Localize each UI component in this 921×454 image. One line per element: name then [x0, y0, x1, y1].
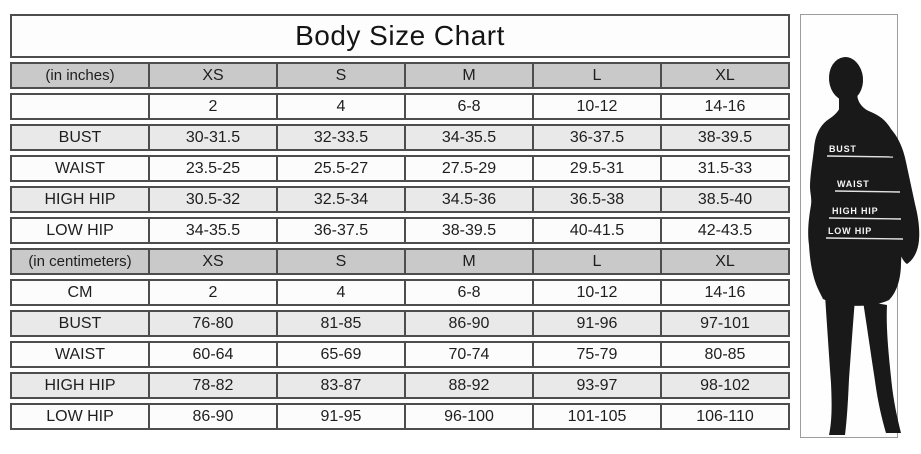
value-cell: 38-39.5	[406, 217, 534, 244]
size-header-cell: XS	[150, 248, 278, 275]
value-cell: 4	[278, 93, 406, 120]
value-cell: 30-31.5	[150, 124, 278, 151]
value-cell: 80-85	[662, 341, 790, 368]
value-cell: 81-85	[278, 310, 406, 337]
measurement-row: 2 4 6-8 10-12 14-16	[10, 93, 790, 120]
value-cell: 38.5-40	[662, 186, 790, 213]
value-cell: 93-97	[534, 372, 662, 399]
size-table-body: (in inches) XS S M L XL 2 4 6-8 10-12 14-16 BUST 30-…	[10, 62, 790, 430]
bust-label: BUST	[829, 144, 857, 154]
value-cell: 78-82	[150, 372, 278, 399]
value-cell: 101-105	[534, 403, 662, 430]
value-cell: 34-35.5	[406, 124, 534, 151]
value-cell: 2	[150, 93, 278, 120]
value-cell: 6-8	[406, 279, 534, 306]
value-cell: 38-39.5	[662, 124, 790, 151]
value-cell: 86-90	[406, 310, 534, 337]
value-cell: 91-95	[278, 403, 406, 430]
value-cell: 10-12	[534, 279, 662, 306]
size-header-cell: L	[534, 248, 662, 275]
row-label-cell: HIGH HIP	[10, 372, 150, 399]
value-cell: 4	[278, 279, 406, 306]
measurement-row: LOW HIP 34-35.5 36-37.5 38-39.5 40-41.5 42-43…	[10, 217, 790, 244]
value-cell: 14-16	[662, 93, 790, 120]
measurement-row: BUST 76-80 81-85 86-90 91-96 97-101	[10, 310, 790, 337]
value-cell: 31.5-33	[662, 155, 790, 182]
value-cell: 23.5-25	[150, 155, 278, 182]
value-cell: 34-35.5	[150, 217, 278, 244]
value-cell: 36.5-38	[534, 186, 662, 213]
measurement-row: WAIST 23.5-25 25.5-27 27.5-29 29.5-31 31.5-33	[10, 155, 790, 182]
value-cell: 36-37.5	[278, 217, 406, 244]
value-cell: 98-102	[662, 372, 790, 399]
measurement-row: HIGH HIP 78-82 83-87 88-92 93-97 98-102	[10, 372, 790, 399]
measurement-row: CM 2 4 6-8 10-12 14-16	[10, 279, 790, 306]
row-label-cell: CM	[10, 279, 150, 306]
value-cell: 76-80	[150, 310, 278, 337]
high-hip-label: HIGH HIP	[832, 206, 878, 216]
row-label-cell: HIGH HIP	[10, 186, 150, 213]
size-header-cell: M	[406, 248, 534, 275]
size-header-cell: XL	[662, 62, 790, 89]
size-header-cell: S	[278, 62, 406, 89]
value-cell: 86-90	[150, 403, 278, 430]
row-label-cell	[10, 93, 150, 120]
value-cell: 40-41.5	[534, 217, 662, 244]
size-header-cell: S	[278, 248, 406, 275]
high-hip-line	[828, 217, 902, 220]
row-label-cell: LOW HIP	[10, 403, 150, 430]
value-cell: 70-74	[406, 341, 534, 368]
low-hip-line	[825, 237, 904, 240]
value-cell: 36-37.5	[534, 124, 662, 151]
row-label-cell: WAIST	[10, 341, 150, 368]
page-title: Body Size Chart	[10, 14, 790, 58]
value-cell: 65-69	[278, 341, 406, 368]
section-header-row: (in inches) XS S M L XL	[10, 62, 790, 89]
value-cell: 106-110	[662, 403, 790, 430]
bust-line	[826, 155, 894, 158]
value-cell: 32-33.5	[278, 124, 406, 151]
size-header-cell: XS	[150, 62, 278, 89]
value-cell: 32.5-34	[278, 186, 406, 213]
value-cell: 34.5-36	[406, 186, 534, 213]
value-cell: 30.5-32	[150, 186, 278, 213]
low-hip-label: LOW HIP	[828, 226, 872, 236]
waist-label: WAIST	[837, 179, 870, 189]
value-cell: 29.5-31	[534, 155, 662, 182]
row-label-cell: WAIST	[10, 155, 150, 182]
female-body-silhouette: BUST WAIST HIGH HIP LOW HIP	[808, 57, 920, 435]
unit-header-cell: (in inches)	[10, 62, 150, 89]
unit-header-cell: (in centimeters)	[10, 248, 150, 275]
value-cell: 60-64	[150, 341, 278, 368]
value-cell: 6-8	[406, 93, 534, 120]
size-header-cell: L	[534, 62, 662, 89]
value-cell: 27.5-29	[406, 155, 534, 182]
measurement-row: LOW HIP 86-90 91-95 96-100 101-105 106-110	[10, 403, 790, 430]
row-label-cell: BUST	[10, 310, 150, 337]
measurement-row: HIGH HIP 30.5-32 32.5-34 34.5-36 36.5-38 38.5…	[10, 186, 790, 213]
measurement-row: BUST 30-31.5 32-33.5 34-35.5 36-37.5 38-39.5	[10, 124, 790, 151]
value-cell: 10-12	[534, 93, 662, 120]
value-cell: 96-100	[406, 403, 534, 430]
section-header-row: (in centimeters) XS S M L XL	[10, 248, 790, 275]
value-cell: 42-43.5	[662, 217, 790, 244]
value-cell: 97-101	[662, 310, 790, 337]
measurement-row: WAIST 60-64 65-69 70-74 75-79 80-85	[10, 341, 790, 368]
size-chart-table-area: Body Size Chart (in inches) XS S M L XL 2 4 6-8 1…	[10, 14, 790, 434]
size-table: (in inches) XS S M L XL 2 4 6-8 10-12 14-16 BUST 30-…	[10, 58, 790, 434]
value-cell: 91-96	[534, 310, 662, 337]
row-label-cell: LOW HIP	[10, 217, 150, 244]
value-cell: 25.5-27	[278, 155, 406, 182]
waist-line	[834, 190, 901, 193]
value-cell: 2	[150, 279, 278, 306]
size-header-cell: M	[406, 62, 534, 89]
value-cell: 83-87	[278, 372, 406, 399]
measurement-figure-panel: BUST WAIST HIGH HIP LOW HIP	[800, 14, 920, 438]
value-cell: 88-92	[406, 372, 534, 399]
size-header-cell: XL	[662, 248, 790, 275]
row-label-cell: BUST	[10, 124, 150, 151]
value-cell: 75-79	[534, 341, 662, 368]
value-cell: 14-16	[662, 279, 790, 306]
